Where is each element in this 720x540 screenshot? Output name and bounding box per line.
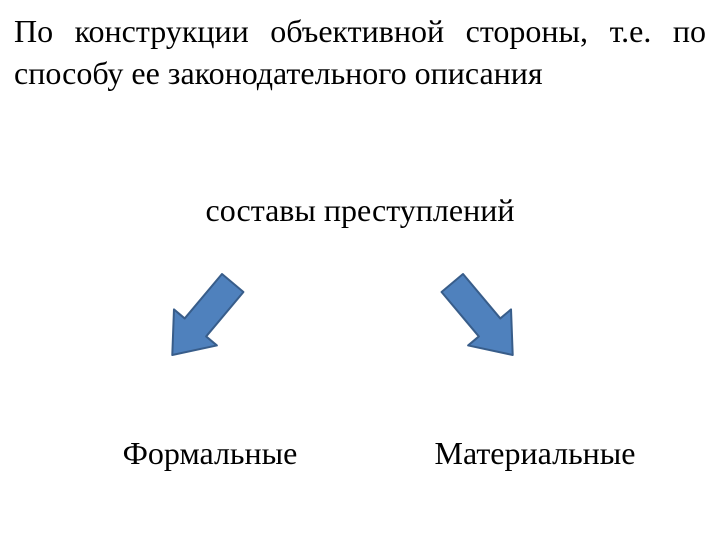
arrow-left-wrap [155, 260, 250, 378]
arrow-right-wrap [435, 260, 530, 378]
arrow-down-right-icon [435, 260, 530, 378]
center-heading: составы преступлений [0, 192, 720, 229]
arrow-down-left-icon [155, 260, 250, 378]
branch-right-label: Материальные [395, 435, 675, 472]
intro-paragraph: По конструкции объективной стороны, т.е.… [14, 10, 706, 94]
branch-left-label: Формальные [70, 435, 350, 472]
